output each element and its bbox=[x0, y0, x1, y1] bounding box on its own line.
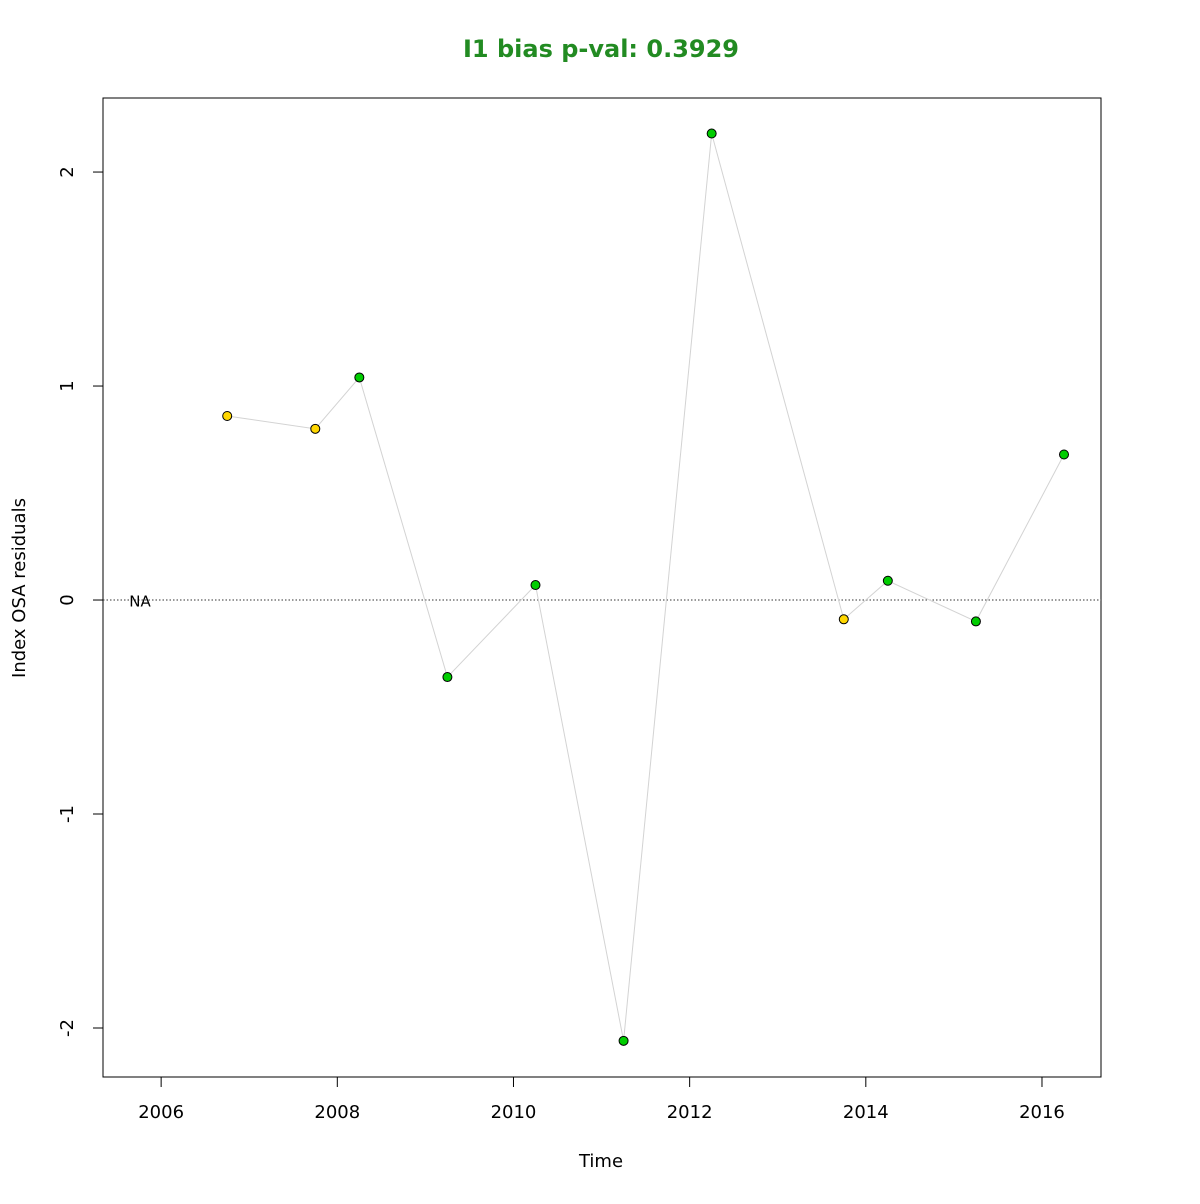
point bbox=[530, 580, 541, 591]
connector-line bbox=[227, 133, 1065, 1041]
point bbox=[222, 410, 233, 421]
point bbox=[354, 372, 365, 383]
y-axis-label: Index OSA residuals bbox=[9, 498, 30, 678]
point bbox=[970, 616, 981, 627]
x-tick-label: 2008 bbox=[314, 1102, 360, 1123]
point bbox=[1059, 449, 1070, 460]
point bbox=[442, 672, 453, 683]
y-tick-label: 1 bbox=[57, 380, 78, 391]
point bbox=[310, 423, 321, 434]
y-tick-label: -2 bbox=[57, 1019, 78, 1037]
x-tick-label: 2016 bbox=[1019, 1102, 1065, 1123]
y-tick-label: -1 bbox=[57, 805, 78, 823]
plot-frame bbox=[102, 97, 1102, 1078]
point bbox=[618, 1035, 629, 1046]
x-tick-label: 2012 bbox=[667, 1102, 713, 1123]
point bbox=[706, 128, 717, 139]
y-tick-label: 2 bbox=[57, 166, 78, 177]
y-tick-label: 0 bbox=[57, 594, 78, 605]
annotation: NA bbox=[129, 593, 151, 611]
x-tick-label: 2014 bbox=[843, 1102, 889, 1123]
x-tick-label: 2010 bbox=[491, 1102, 537, 1123]
point bbox=[838, 614, 849, 625]
chart-title: I1 bias p-val: 0.3929 bbox=[463, 35, 739, 63]
x-axis-label: Time bbox=[578, 1151, 623, 1172]
point bbox=[882, 575, 893, 586]
x-tick-label: 2006 bbox=[138, 1102, 184, 1123]
